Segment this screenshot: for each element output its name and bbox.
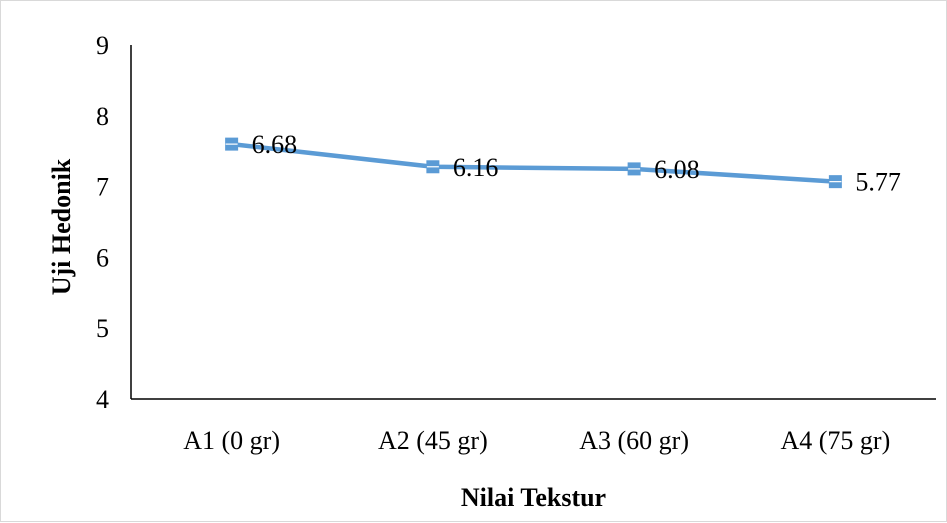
x-tick-labels: A1 (0 gr) A2 (45 gr) A3 (60 gr) A4 (75 gr) [183,426,890,455]
y-tick-label: 4 [96,385,109,414]
data-label: 6.68 [252,130,298,159]
x-tick-label: A3 (60 gr) [579,426,689,455]
axes [130,45,936,400]
x-axis-title: Nilai Tekstur [461,483,606,512]
series-group [225,137,842,189]
x-tick-label: A2 (45 gr) [378,426,488,455]
y-tick-label: 5 [96,314,109,343]
data-label: 6.08 [654,155,700,184]
y-tick-label: 8 [96,102,109,131]
data-label: 6.16 [453,153,499,182]
data-label: 5.77 [855,168,901,197]
x-tick-label: A4 (75 gr) [780,426,890,455]
y-tick-label: 7 [96,173,109,202]
y-tick-labels: 4 5 6 7 8 9 [96,31,109,414]
y-tick-label: 9 [96,31,109,60]
y-tick-label: 6 [96,243,109,272]
x-tick-label: A1 (0 gr) [183,426,280,455]
y-axis-title: Uji Hedonik [47,158,76,295]
series-line [229,141,838,184]
data-labels: 6.68 6.16 6.08 5.77 [252,130,901,197]
